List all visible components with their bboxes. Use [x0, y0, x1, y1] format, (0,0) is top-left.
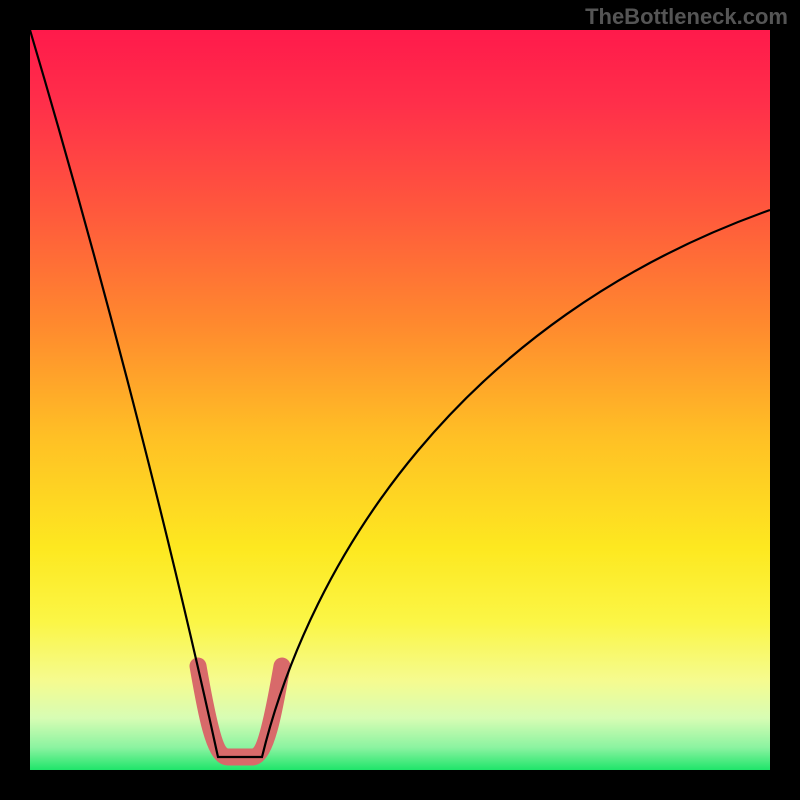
chart-svg	[0, 0, 800, 800]
chart-container: TheBottleneck.com	[0, 0, 800, 800]
watermark-text: TheBottleneck.com	[585, 4, 788, 30]
plot-background	[30, 30, 770, 770]
